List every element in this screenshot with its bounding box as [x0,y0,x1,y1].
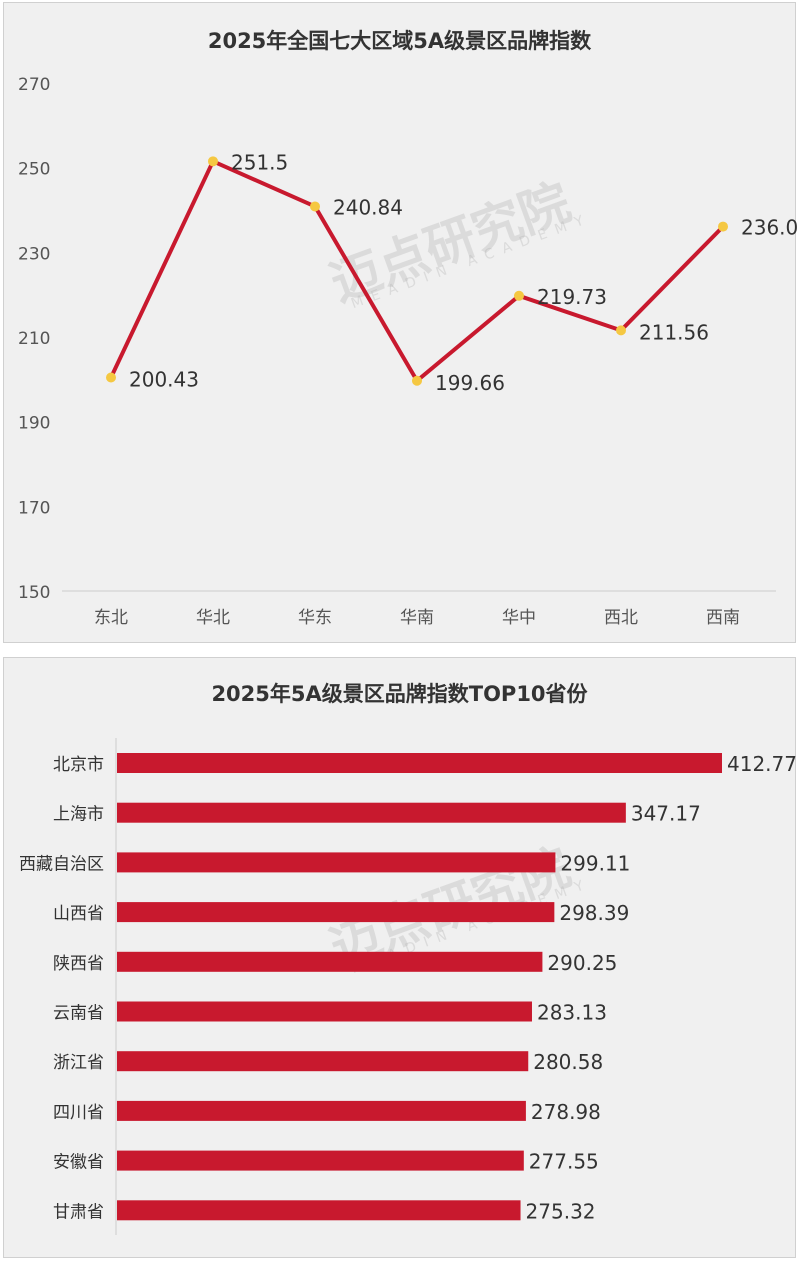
data-label: 298.39 [559,901,629,925]
data-label: 200.43 [129,368,199,392]
x-tick-label: 西北 [604,608,638,628]
bar [117,1200,521,1221]
y-tick-label: 190 [18,414,50,434]
bar-chart-title: 2025年5A级景区品牌指数TOP10省份 [211,682,588,706]
bar [117,902,555,923]
y-tick-label: 170 [18,498,50,518]
y-tick-label: 230 [18,244,50,264]
data-point [514,290,524,301]
y-tick-label: 270 [18,75,50,95]
x-tick-label: 华北 [196,608,230,628]
bar [117,1051,529,1072]
bar [117,1150,524,1171]
category-label: 云南省 [53,1004,104,1024]
category-label: 甘肃省 [53,1202,104,1222]
data-label: 251.5 [231,150,288,174]
y-tick-label: 210 [18,329,50,349]
data-label: 412.77 [727,752,797,776]
data-point [718,221,728,232]
data-label: 299.11 [560,851,630,875]
line-chart-title: 2025年全国七大区域5A级景区品牌指数 [207,29,592,53]
data-label: 278.98 [531,1100,601,1124]
data-label: 240.84 [333,195,403,219]
data-label: 275.32 [526,1199,596,1223]
data-label: 277.55 [529,1150,599,1174]
category-label: 上海市 [53,805,104,825]
data-label: 236.08 [741,216,797,240]
bar [117,1100,526,1121]
data-point [208,156,218,167]
data-label: 280.58 [533,1050,603,1074]
data-label: 290.25 [547,951,617,975]
y-tick-label: 150 [18,583,50,603]
category-label: 安徽省 [53,1153,104,1173]
data-label: 283.13 [537,1001,607,1025]
category-label: 山西省 [53,904,104,924]
bar [117,852,556,873]
x-tick-label: 华东 [298,608,332,628]
line-chart: 150 170 190 210 230 250 270 东北 华北 华东 华南 华中 西北 西南 200.4… [18,75,797,628]
category-label: 西藏自治区 [19,854,104,874]
data-point [616,325,626,336]
bar-chart: 北京市 412.77 上海市 347.17 西藏自治区 299.11 山西省 298.39 陕西… [19,738,797,1235]
data-label: 211.56 [639,320,709,344]
category-label: 北京市 [53,755,104,775]
bar [117,951,543,972]
category-label: 四川省 [53,1103,104,1123]
y-tick-label: 250 [18,160,50,180]
x-tick-label: 东北 [94,608,128,628]
x-tick-label: 华南 [400,608,434,628]
x-tick-label: 西南 [706,608,740,628]
bar-chart-panel: 2025年5A级景区品牌指数TOP10省份 迈点研究院 MEADIN ACADE… [3,657,797,1258]
data-label: 219.73 [537,285,607,309]
bar [117,802,626,823]
bar [117,753,722,773]
series-line [109,159,725,383]
data-point [412,375,422,386]
line-chart-panel: 2025年全国七大区域5A级景区品牌指数 迈点研究院 MEADIN ACADEM… [3,2,797,643]
data-point [106,372,116,383]
data-point [310,201,320,212]
bar [117,1001,532,1022]
x-tick-label: 华中 [502,608,536,628]
category-label: 陕西省 [53,954,104,974]
data-label: 199.66 [435,371,505,395]
category-label: 浙江省 [53,1053,104,1073]
data-label: 347.17 [631,802,701,826]
